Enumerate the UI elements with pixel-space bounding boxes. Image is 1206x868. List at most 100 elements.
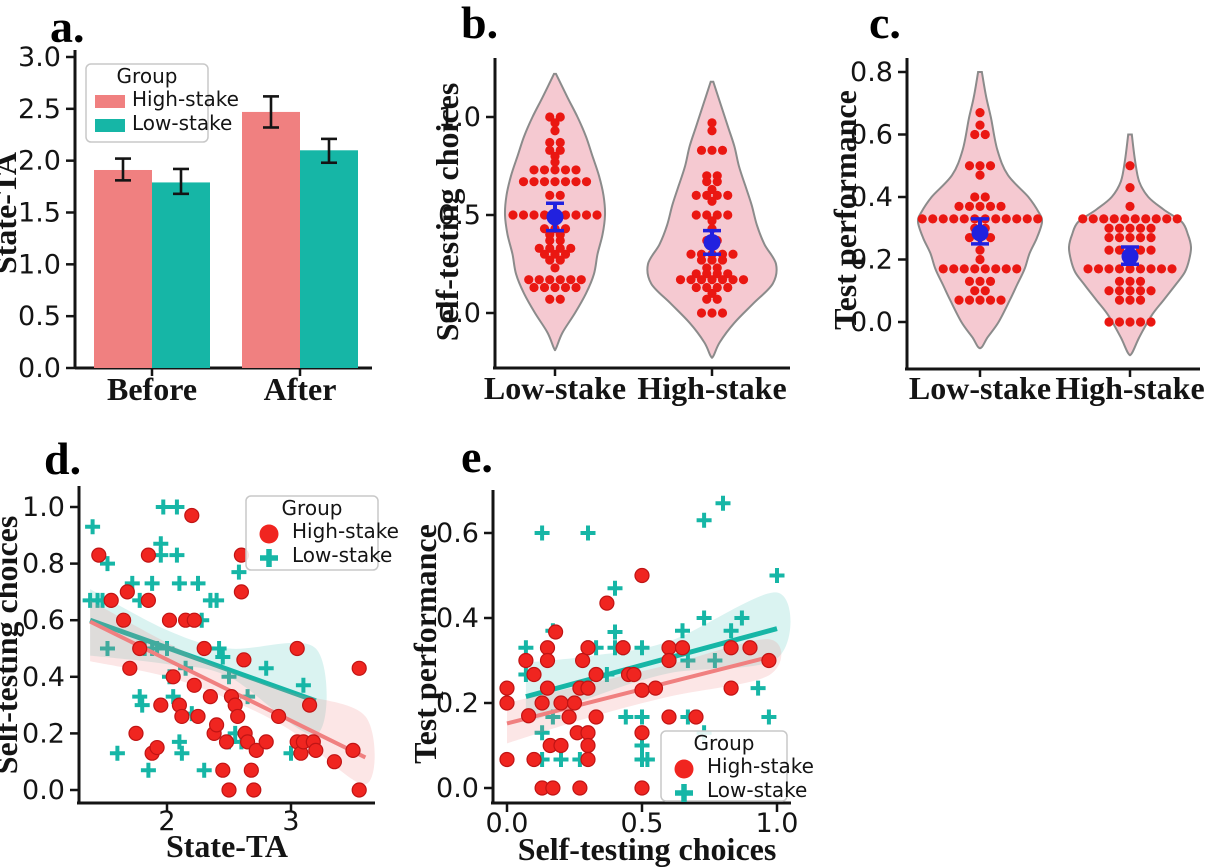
x-category-label: High-stake <box>637 370 786 406</box>
plus-marker <box>607 580 623 596</box>
plus-marker <box>140 762 156 778</box>
axes: 0.0 0.5 1.0 <box>438 58 790 376</box>
y-tick-label: 0.5 <box>18 301 61 332</box>
plus-marker <box>190 575 206 591</box>
bar-low-stake-after <box>300 150 358 368</box>
x-tick-label: 0.5 <box>621 808 664 839</box>
legend-entry: High-stake <box>132 87 239 111</box>
x-category-label: Low-stake <box>909 370 1051 406</box>
plus-marker <box>155 499 171 515</box>
y-axis-label: Test performance <box>827 90 863 330</box>
legend-entry: Low-stake <box>707 778 807 802</box>
plus-marker <box>534 525 550 541</box>
y-axis-label: Test performance <box>407 524 443 764</box>
y-tick-label: 1.0 <box>438 102 481 133</box>
panel-a-letter: a. <box>50 1 85 52</box>
y-tick-label: 0.4 <box>22 662 65 693</box>
plus-marker <box>99 556 115 572</box>
legend-entry: High-stake <box>292 519 399 543</box>
plus-marker <box>580 525 596 541</box>
y-tick-label: 0.0 <box>22 775 65 806</box>
swarm-dots <box>1078 161 1182 327</box>
y-tick-label: 1.0 <box>22 492 65 523</box>
plus-marker <box>174 745 190 761</box>
y-tick-label: 0.8 <box>850 57 893 88</box>
plus-marker <box>109 745 125 761</box>
legend-swatch <box>95 95 125 108</box>
y-tick-label: 0.0 <box>850 307 893 338</box>
plus-marker <box>215 649 231 665</box>
x-category-label: Before <box>107 371 197 407</box>
bars <box>94 95 358 369</box>
panel-b-letter: b. <box>461 0 499 48</box>
y-axis-label: Self-testing choices <box>429 83 465 342</box>
panel-c-letter: c. <box>869 0 901 48</box>
y-axis-label: Self-testing choices <box>0 516 24 775</box>
x-tick-label: 2 <box>158 806 175 837</box>
y-tick-label: 0.0 <box>438 298 481 329</box>
y-tick-label: 0.0 <box>18 353 61 384</box>
mean-marker <box>546 201 564 233</box>
y-tick-label: 3.0 <box>18 42 61 73</box>
plus-marker <box>696 610 712 626</box>
y-tick-label: 1.5 <box>18 197 61 228</box>
legend-title: Group <box>282 496 343 520</box>
mean-marker <box>703 228 721 256</box>
plus-marker <box>295 677 311 693</box>
axes: 0.0 0.5 1.0 1.5 2.0 2.5 3.0 <box>18 42 372 384</box>
plus-marker <box>553 752 569 768</box>
error-bar <box>173 167 189 196</box>
legend-swatch <box>95 119 125 132</box>
plus-marker <box>209 592 225 608</box>
plus-marker <box>231 564 247 580</box>
legend-entry: Low-stake <box>132 111 232 135</box>
plus-marker <box>534 725 550 741</box>
legend-title: Group <box>117 64 178 88</box>
y-tick-label: 1.0 <box>18 249 61 280</box>
plus-marker <box>618 709 634 725</box>
legend-circle-marker <box>674 759 694 779</box>
x-axis-label: State-TA <box>166 828 288 864</box>
plus-marker <box>723 623 739 639</box>
plus-marker <box>132 689 148 705</box>
plus-marker <box>159 641 175 656</box>
y-tick-label: 0.2 <box>22 718 65 749</box>
plus-marker <box>675 784 693 802</box>
error-bar <box>321 137 337 165</box>
plus-marker <box>171 734 187 750</box>
plus-marker <box>769 568 785 583</box>
plus-marker <box>134 697 150 713</box>
y-tick-label: 2.0 <box>18 146 61 177</box>
y-tick-label: 0.6 <box>436 518 479 549</box>
plus-marker <box>680 653 696 668</box>
mean-marker <box>1121 245 1139 266</box>
y-tick-label: 0.4 <box>436 603 479 634</box>
legend-entry: Low-stake <box>292 543 392 567</box>
y-tick-label: 0.6 <box>850 120 893 151</box>
legend-entry: High-stake <box>707 754 814 778</box>
error-bar <box>115 157 131 182</box>
legend-title: Group <box>694 731 755 755</box>
x-tick-label: 3 <box>282 806 299 837</box>
axes: 0.0 0.2 0.4 0.6 <box>436 490 791 812</box>
x-category-label: Low-stake <box>484 370 626 406</box>
plus-marker <box>715 495 731 511</box>
trend-line-low-stake <box>525 626 778 700</box>
plus-marker <box>696 512 712 528</box>
plus-marker <box>707 653 723 668</box>
plus-marker <box>85 519 101 535</box>
swarm-dots <box>508 112 602 304</box>
points-high-stake <box>499 567 777 796</box>
mean-marker <box>971 217 989 246</box>
plus-marker <box>750 680 766 696</box>
y-tick-label: 0.8 <box>22 549 65 580</box>
trend-line-low-stake <box>89 617 317 704</box>
axes: 0.0 0.2 0.4 0.6 0.8 1.0 <box>22 486 375 812</box>
plus-marker <box>169 547 185 563</box>
